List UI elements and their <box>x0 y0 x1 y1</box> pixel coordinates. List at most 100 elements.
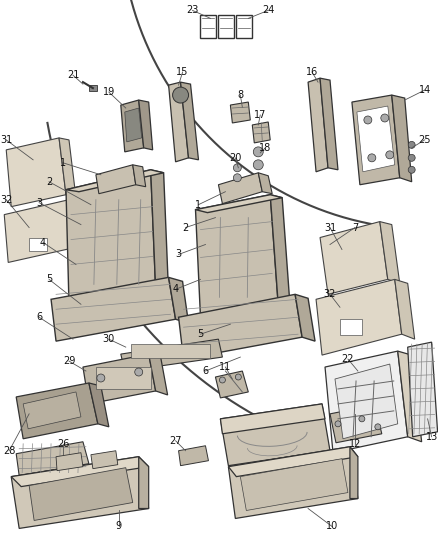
Bar <box>29 238 47 252</box>
Circle shape <box>97 374 105 382</box>
Text: 21: 21 <box>67 70 79 80</box>
Bar <box>96 367 151 389</box>
Text: 32: 32 <box>0 195 12 205</box>
Polygon shape <box>23 392 81 429</box>
Text: 3: 3 <box>176 249 182 260</box>
Polygon shape <box>395 279 415 339</box>
Polygon shape <box>180 82 198 160</box>
Text: 31: 31 <box>0 135 12 145</box>
Polygon shape <box>219 15 234 38</box>
Circle shape <box>408 141 415 148</box>
Polygon shape <box>96 165 136 193</box>
Bar <box>89 85 97 91</box>
Polygon shape <box>219 173 262 204</box>
Circle shape <box>381 114 389 122</box>
Polygon shape <box>83 354 155 404</box>
Polygon shape <box>16 383 98 439</box>
Polygon shape <box>11 457 148 528</box>
Polygon shape <box>380 222 400 284</box>
Text: 25: 25 <box>418 135 431 145</box>
Text: 29: 29 <box>63 356 75 366</box>
Polygon shape <box>408 342 438 437</box>
Polygon shape <box>169 277 188 323</box>
Polygon shape <box>91 451 118 469</box>
Polygon shape <box>56 453 83 471</box>
Text: 4: 4 <box>173 284 179 294</box>
Polygon shape <box>66 170 155 304</box>
Polygon shape <box>16 442 89 475</box>
Polygon shape <box>228 447 358 477</box>
Circle shape <box>335 421 341 427</box>
Text: 32: 32 <box>324 289 336 300</box>
Polygon shape <box>270 195 290 307</box>
Polygon shape <box>325 351 408 453</box>
Polygon shape <box>133 165 146 187</box>
Text: 24: 24 <box>262 5 275 15</box>
Text: 12: 12 <box>349 439 361 449</box>
Text: 5: 5 <box>46 274 52 285</box>
Polygon shape <box>195 195 278 317</box>
Polygon shape <box>179 446 208 466</box>
Polygon shape <box>308 78 328 172</box>
Text: 6: 6 <box>202 366 208 376</box>
Text: 1: 1 <box>195 200 201 209</box>
Polygon shape <box>320 78 338 170</box>
Polygon shape <box>148 354 168 395</box>
Text: 26: 26 <box>57 439 69 449</box>
Circle shape <box>375 424 381 430</box>
Text: 19: 19 <box>102 87 115 97</box>
Polygon shape <box>357 106 395 172</box>
Text: 23: 23 <box>186 5 199 15</box>
Polygon shape <box>320 222 388 294</box>
Circle shape <box>386 151 394 159</box>
Polygon shape <box>89 383 109 427</box>
Polygon shape <box>215 371 248 398</box>
Polygon shape <box>228 447 358 519</box>
Polygon shape <box>398 351 422 442</box>
Polygon shape <box>316 279 402 355</box>
Text: 4: 4 <box>40 238 46 247</box>
Polygon shape <box>29 467 133 520</box>
Text: 16: 16 <box>306 67 318 77</box>
Polygon shape <box>121 339 223 371</box>
Polygon shape <box>125 108 142 142</box>
Text: 17: 17 <box>254 110 266 120</box>
Circle shape <box>253 160 263 170</box>
Polygon shape <box>295 294 315 341</box>
Text: 14: 14 <box>419 85 431 95</box>
Polygon shape <box>151 170 169 294</box>
Polygon shape <box>179 294 302 359</box>
Polygon shape <box>258 173 272 193</box>
Circle shape <box>235 374 241 380</box>
Circle shape <box>408 155 415 161</box>
Text: 27: 27 <box>170 436 182 446</box>
Text: 7: 7 <box>352 223 358 232</box>
Circle shape <box>408 166 415 173</box>
Text: 2: 2 <box>46 177 52 187</box>
Circle shape <box>219 377 226 383</box>
Polygon shape <box>201 15 216 38</box>
Text: 9: 9 <box>116 521 122 531</box>
Polygon shape <box>139 457 148 508</box>
Polygon shape <box>51 277 176 341</box>
Polygon shape <box>66 170 164 192</box>
Polygon shape <box>69 200 85 252</box>
Text: 15: 15 <box>177 67 189 77</box>
Bar <box>131 344 210 358</box>
Polygon shape <box>169 82 188 162</box>
Text: 22: 22 <box>342 354 354 364</box>
Text: 11: 11 <box>219 362 232 372</box>
Circle shape <box>233 164 241 172</box>
Polygon shape <box>11 457 148 487</box>
Polygon shape <box>139 100 153 150</box>
Text: 28: 28 <box>3 446 15 456</box>
Text: 20: 20 <box>229 153 241 163</box>
Polygon shape <box>195 195 282 213</box>
Text: 6: 6 <box>36 312 42 322</box>
Polygon shape <box>350 447 358 498</box>
Text: 18: 18 <box>259 143 272 153</box>
Text: 31: 31 <box>324 223 336 232</box>
Polygon shape <box>6 138 66 207</box>
Text: 13: 13 <box>425 432 438 442</box>
Polygon shape <box>220 404 330 466</box>
